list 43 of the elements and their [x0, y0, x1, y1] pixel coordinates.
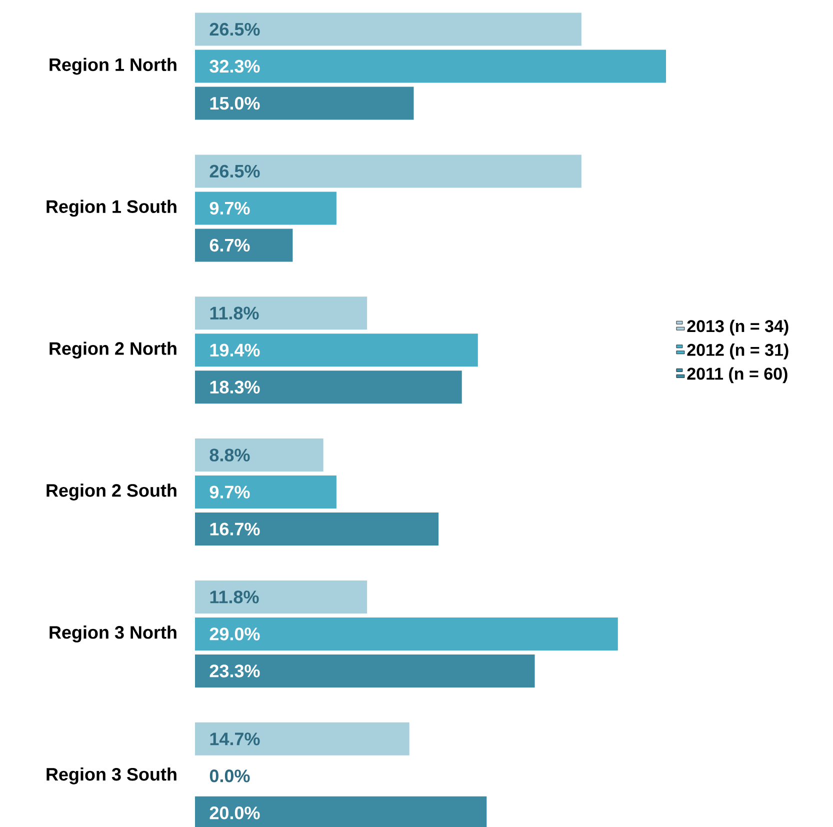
data-label: 32.3% — [210, 60, 260, 73]
data-label: 16.7% — [210, 522, 260, 536]
data-label: 18.3% — [210, 380, 260, 394]
bar — [195, 476, 336, 509]
bar — [195, 370, 462, 404]
legend-label: 2012 (n = 31) — [687, 343, 788, 360]
data-label: 29.0% — [210, 628, 260, 640]
bar — [195, 512, 439, 546]
bar — [195, 228, 293, 262]
data-label: 6.7% — [210, 238, 250, 252]
data-label: 9.7% — [210, 202, 250, 215]
data-label: 11.8% — [210, 590, 259, 604]
data-label: 11.8% — [210, 306, 259, 320]
bar — [195, 296, 368, 330]
data-label: 23.3% — [210, 664, 260, 678]
y-tick-label: Region 1 North — [50, 58, 176, 75]
y-tick-label: Region 1 South — [46, 200, 176, 217]
bar — [195, 722, 410, 756]
bar — [195, 192, 336, 225]
data-label: 26.5% — [210, 164, 260, 178]
legend-label: 2011 (n = 60) — [687, 367, 788, 384]
data-label: 26.5% — [210, 22, 260, 36]
y-tick-label: Region 2 North — [50, 342, 176, 359]
bar — [195, 12, 582, 46]
data-label: 20.0% — [210, 806, 260, 820]
legend-label: 2013 (n = 34) — [687, 320, 788, 336]
bar — [195, 654, 535, 688]
y-tick-label: Region 2 South — [46, 484, 176, 500]
bar — [195, 580, 368, 614]
data-label: 15.0% — [210, 96, 260, 110]
bar — [195, 334, 478, 367]
data-label: 19.4% — [210, 344, 260, 356]
data-label: 9.7% — [210, 486, 250, 498]
y-tick-label: Region 3 South — [46, 767, 176, 784]
data-label: 8.8% — [210, 448, 250, 462]
bar — [195, 86, 414, 120]
data-label: 0.0% — [210, 770, 250, 782]
bar — [195, 50, 666, 83]
data-label: 14.7% — [210, 732, 260, 746]
y-tick-label: Region 3 North — [50, 626, 176, 642]
bar — [195, 438, 324, 472]
bar — [195, 154, 582, 188]
bar — [195, 617, 618, 650]
